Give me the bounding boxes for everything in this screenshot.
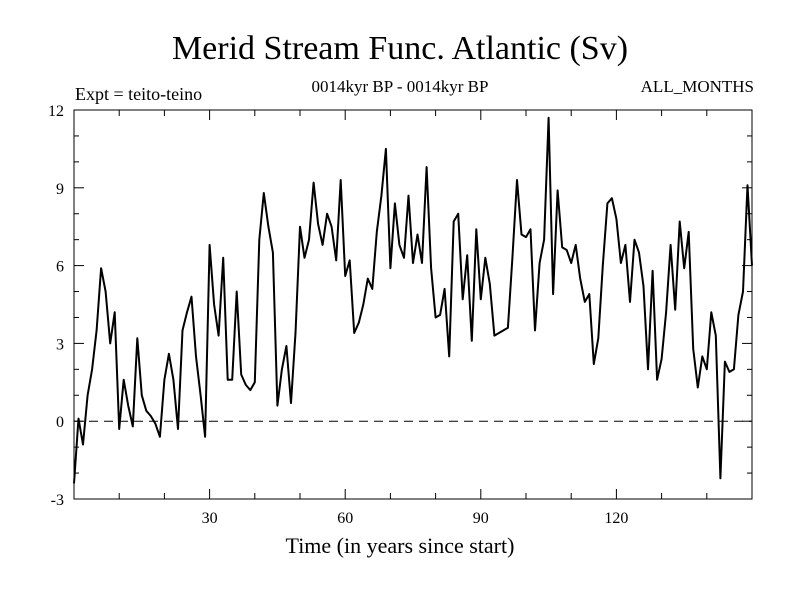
y-tick-label: 9 xyxy=(56,181,64,198)
months-label: ALL_MONTHS xyxy=(640,77,754,96)
time-range-label: 0014kyr BP - 0014kyr BP xyxy=(311,77,489,96)
x-tick-label: 120 xyxy=(604,510,628,527)
series-layer xyxy=(73,116,753,484)
x-tick-label: 30 xyxy=(202,510,218,527)
x-tick-label: 60 xyxy=(337,510,353,527)
y-tick-label: 6 xyxy=(56,259,64,276)
axis-ticks xyxy=(74,109,752,500)
experiment-label: Expt = teito-teino xyxy=(75,84,203,104)
y-tick-label: 0 xyxy=(56,414,64,431)
chart-title: Merid Stream Func. Atlantic (Sv) xyxy=(171,30,629,67)
x-tick-label: 90 xyxy=(473,510,489,527)
data-series-line xyxy=(73,116,753,484)
x-axis-label: Time (in years since start) xyxy=(285,533,515,558)
y-tick-label: 12 xyxy=(48,103,64,120)
plot-frame xyxy=(73,109,753,500)
y-tick-label: -3 xyxy=(51,492,64,509)
y-tick-label: 3 xyxy=(56,336,64,353)
tick-labels: 30 60 90 120 -3 0 3 6 9 12 xyxy=(48,103,628,527)
